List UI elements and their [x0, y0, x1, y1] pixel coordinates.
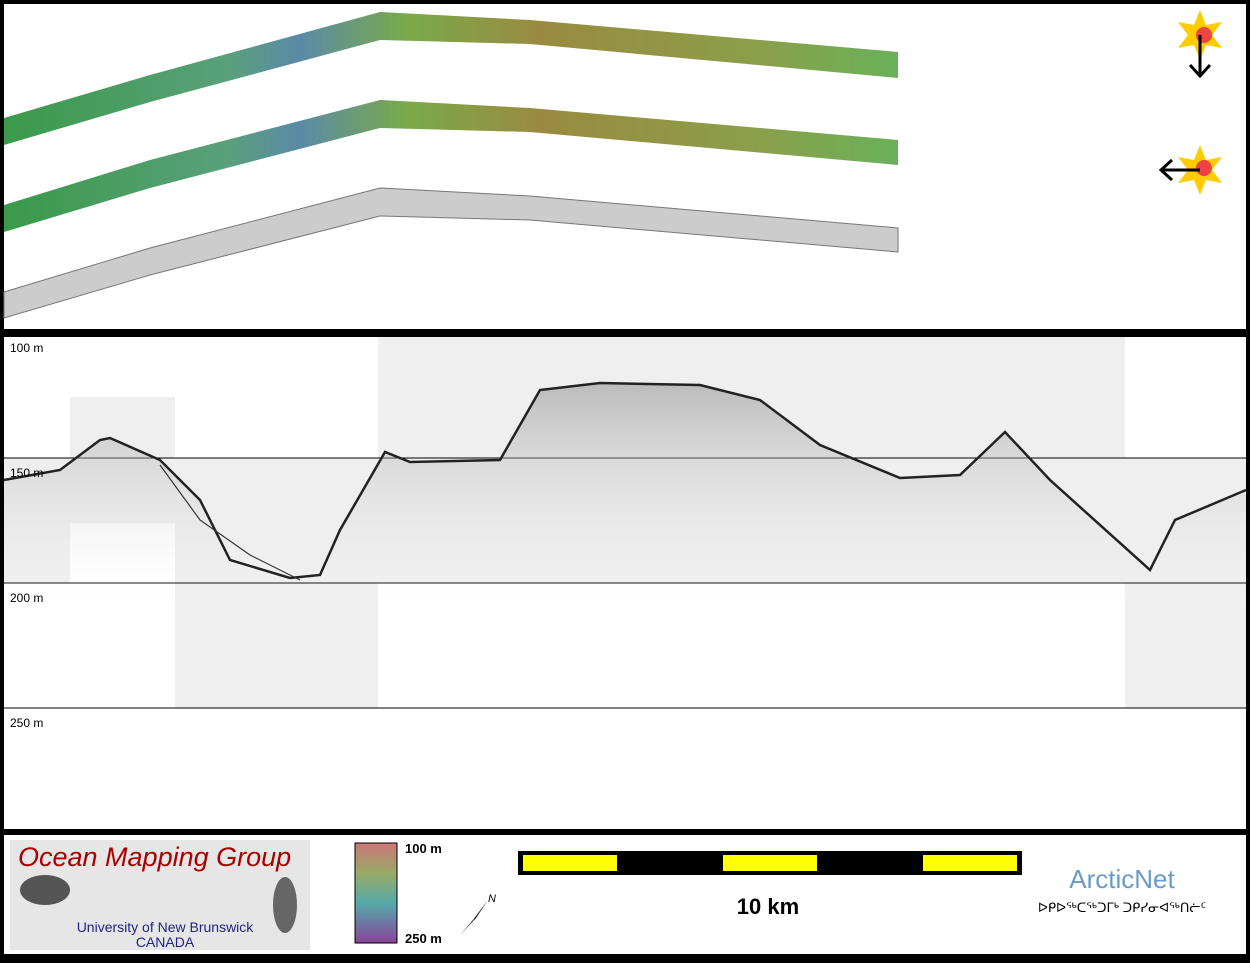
- colorbar-top: 100 m: [405, 841, 442, 856]
- colorbar-bottom: 250 m: [405, 931, 442, 946]
- logo-university: University of New Brunswick: [77, 919, 255, 935]
- compass-label: N: [488, 893, 496, 905]
- partner-syllabics: ᐅᑭᐅᖅᑕᖅᑐᒥᒃ ᑐᑭᓯᓂᐊᖅᑎᓖᑦ: [1038, 900, 1206, 915]
- depth-label: 200 m: [10, 591, 43, 605]
- sun-icon-2: [1158, 145, 1222, 195]
- partner-name: ArcticNet: [1069, 864, 1175, 894]
- logo-icon: [273, 877, 297, 933]
- seafloor-profile: [3, 381, 1247, 580]
- swath-shaded: [4, 100, 898, 232]
- swath-backscatter: [3, 187, 899, 319]
- scale-segments: [523, 855, 1017, 871]
- logo-country: CANADA: [136, 934, 195, 950]
- logo-title: Ocean Mapping Group: [18, 842, 291, 872]
- depth-label: 100 m: [10, 341, 43, 355]
- depth-label: 250 m: [10, 716, 43, 730]
- sun-icon-1: [1178, 10, 1222, 79]
- logo-icon: [20, 875, 70, 905]
- swath-bathymetry: [4, 12, 898, 145]
- echo-return: [4, 383, 1246, 620]
- depth-labels: 100 m 150 m 200 m 250 m: [10, 341, 43, 730]
- sub-bottom-reflector: [159, 464, 301, 581]
- colorbar: [354, 842, 398, 944]
- scale-label: 10 km: [737, 894, 799, 919]
- depth-label: 150 m: [10, 466, 43, 480]
